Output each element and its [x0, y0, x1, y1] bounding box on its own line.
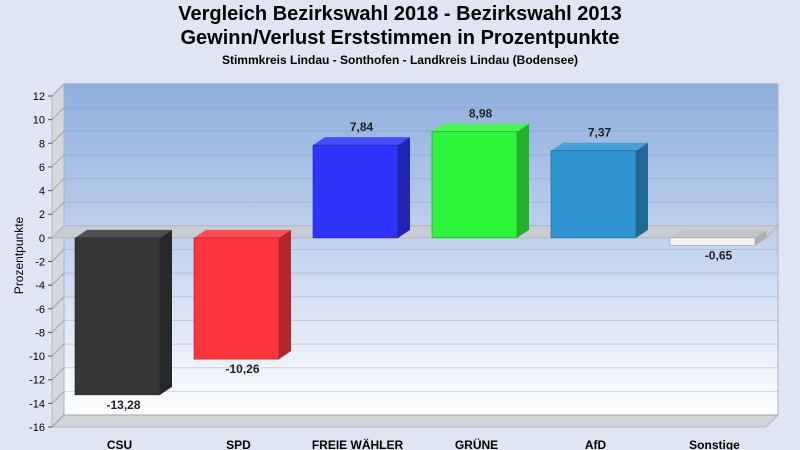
y-tick-label: 2 — [39, 209, 45, 221]
bar-top — [551, 142, 648, 151]
y-tick-label: -8 — [35, 327, 45, 339]
bar-side — [160, 229, 172, 395]
y-tick-label: 6 — [39, 162, 45, 174]
grid-line-side — [51, 107, 65, 120]
x-tick-label: GRÜNE — [455, 437, 498, 450]
y-tick-label: -6 — [35, 304, 45, 316]
grid-line-side — [51, 320, 65, 333]
bar-front — [431, 131, 518, 239]
y-tick-label: 10 — [33, 115, 45, 127]
bar-csu — [74, 229, 172, 396]
y-tick-label: 12 — [33, 91, 45, 103]
bar-front — [550, 150, 637, 239]
plot-floor — [50, 414, 780, 428]
bar-freie-wähler — [312, 137, 410, 239]
chart-subtitle-region: Stimmkreis Lindau - Sonthofen - Landkrei… — [221, 53, 579, 67]
grid-line-side — [51, 83, 65, 97]
x-tick-label: CSU — [107, 438, 132, 450]
chart-title: Vergleich Bezirkswahl 2018 - Bezirkswahl… — [178, 3, 622, 25]
bar-spd — [193, 229, 291, 360]
data-label: 8,98 — [469, 107, 493, 121]
bar-top — [313, 137, 410, 146]
grid-line-side — [51, 414, 65, 428]
bar-front — [669, 237, 756, 246]
y-tick-label: -10 — [29, 351, 45, 363]
bar-front — [74, 237, 161, 396]
x-tick-label: SPD — [226, 438, 251, 450]
bar-top — [75, 229, 172, 238]
grid-line-side — [51, 249, 65, 262]
y-tick-label: -12 — [29, 375, 45, 387]
grid-line-side — [51, 391, 65, 404]
y-tick-label: 8 — [39, 138, 45, 150]
bar-top — [670, 229, 767, 238]
y-tick-label: -14 — [29, 398, 45, 410]
data-label: -10,26 — [225, 362, 259, 376]
bar-front — [312, 144, 399, 239]
x-tick-label: Sonstige — [689, 438, 740, 450]
bar-side — [279, 229, 291, 360]
bar-sonstige — [669, 229, 767, 246]
bar-grüne — [431, 123, 529, 239]
bar-afd — [550, 142, 648, 239]
y-tick-label: -16 — [29, 422, 45, 434]
plot-background — [63, 83, 779, 416]
bar-side — [398, 137, 410, 238]
grid-line-side — [51, 296, 65, 310]
y-tick-label: -4 — [35, 280, 45, 292]
bar-side — [755, 229, 767, 246]
data-label: -0,65 — [705, 249, 733, 263]
bar-top — [194, 229, 291, 238]
grid-line-side — [51, 272, 65, 286]
y-tick-label: 0 — [39, 233, 45, 245]
x-tick-label: FREIE WÄHLER — [312, 437, 404, 450]
y-tick-label: 4 — [39, 186, 45, 198]
bar-side — [636, 142, 648, 238]
grid-line-side — [51, 130, 65, 144]
data-label: 7,37 — [588, 126, 612, 140]
bar-front — [193, 237, 280, 360]
grid-line-side — [51, 343, 65, 357]
data-label: -13,28 — [106, 398, 140, 412]
grid-line-side — [51, 154, 65, 168]
grid-line-side — [51, 367, 65, 381]
y-axis-label: Prozentpunkte — [12, 216, 26, 294]
grid-line-side — [51, 178, 65, 191]
chart-subtitle: Gewinn/Verlust Erststimmen in Prozentpun… — [180, 27, 620, 49]
x-tick-label: AfD — [585, 438, 607, 450]
grid-line-side — [51, 201, 65, 215]
y-tick-label: -2 — [35, 257, 45, 269]
bar-side — [517, 123, 529, 238]
bar-top — [432, 123, 529, 132]
data-label: 7,84 — [350, 120, 374, 134]
